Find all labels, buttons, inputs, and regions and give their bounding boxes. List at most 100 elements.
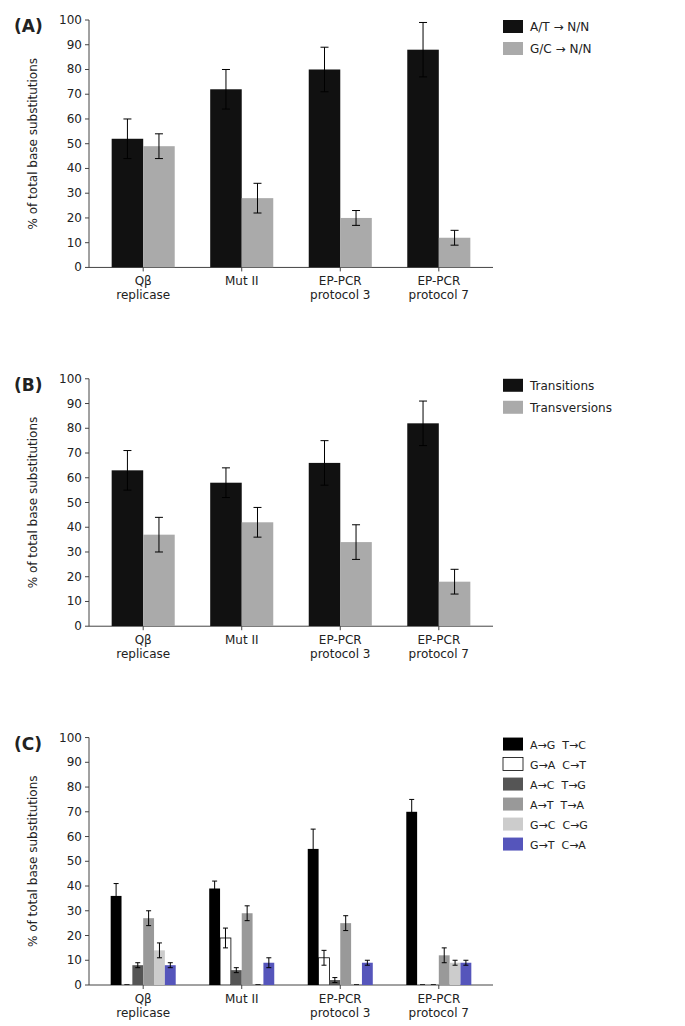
error-stem — [236, 968, 237, 973]
error-bar — [157, 943, 162, 958]
x-tick-label: EP-PCRprotocol 3 — [310, 633, 370, 661]
y-tick-label: 60 — [67, 112, 82, 126]
error-stem — [455, 960, 456, 965]
bar — [308, 849, 319, 985]
error-stem — [170, 963, 171, 968]
error-cap — [266, 957, 271, 958]
error-cap — [463, 965, 468, 966]
error-cap — [332, 982, 337, 983]
error-cap — [453, 960, 458, 961]
error-bar — [234, 968, 239, 973]
error-cap — [332, 977, 337, 978]
error-bar — [332, 978, 337, 983]
x-tick-label-line: protocol 3 — [310, 288, 370, 302]
error-bar — [322, 950, 327, 965]
y-tick — [85, 960, 89, 961]
error-bar — [343, 916, 348, 931]
error-cap — [365, 960, 370, 961]
y-axis-label: % of total base substitutions — [26, 417, 40, 589]
x-tick — [438, 626, 439, 630]
legend-swatch — [503, 20, 523, 33]
y-tick-label: 80 — [67, 62, 82, 76]
y-tick-label: 0 — [74, 260, 82, 274]
error-bar — [365, 960, 370, 965]
legend-label: Transversions — [529, 401, 612, 415]
y-tick — [85, 527, 89, 528]
error-stem — [247, 906, 248, 921]
error-bar — [463, 960, 468, 965]
error-cap — [168, 967, 173, 968]
legend-label: G→T C→A — [530, 839, 586, 852]
error-cap — [431, 985, 436, 986]
y-tick-label: 50 — [67, 496, 82, 510]
error-stem — [324, 47, 325, 92]
legend-label: A/T → N/N — [530, 20, 589, 34]
error-cap — [409, 824, 414, 825]
y-tick — [85, 143, 89, 144]
error-stem — [356, 211, 357, 226]
error-bar — [146, 911, 151, 926]
y-tick — [85, 811, 89, 812]
y-tick — [85, 861, 89, 862]
x-tick-label: Mut II — [225, 992, 259, 1006]
bar — [428, 985, 439, 986]
legend-swatch — [503, 838, 523, 851]
error-cap — [321, 485, 329, 486]
legend: TransitionsTransversions — [503, 379, 612, 415]
y-tick — [85, 118, 89, 119]
error-stem — [423, 401, 424, 446]
y-tick — [85, 910, 89, 911]
y-tick — [85, 886, 89, 887]
error-cap — [352, 210, 360, 211]
error-cap — [135, 967, 140, 968]
error-bar — [451, 569, 459, 594]
error-cap — [157, 957, 162, 958]
y-tick-label: 80 — [67, 780, 82, 794]
error-cap — [365, 965, 370, 966]
error-cap — [222, 109, 230, 110]
error-stem — [324, 441, 325, 486]
bar — [460, 963, 471, 985]
panel: 0102030405060708090100% of total base su… — [14, 372, 612, 661]
y-tick — [85, 44, 89, 45]
bar — [143, 146, 175, 267]
error-stem — [454, 569, 455, 594]
y-tick — [85, 69, 89, 70]
y-axis — [89, 379, 90, 626]
y-tick — [85, 242, 89, 243]
y-tick-label: 10 — [67, 594, 82, 608]
error-cap — [321, 47, 329, 48]
x-tick-label: Qβreplicase — [116, 633, 170, 661]
x-tick — [340, 626, 341, 630]
error-cap — [222, 497, 230, 498]
x-tick-label-line: Mut II — [225, 274, 259, 288]
legend-label: G→C C→G — [530, 819, 588, 832]
error-stem — [225, 928, 226, 948]
bar — [407, 50, 439, 268]
error-cap — [321, 440, 329, 441]
error-bar — [135, 963, 140, 968]
legend-label: A→T T→A — [530, 799, 584, 812]
error-cap — [343, 930, 348, 931]
y-tick-label: 100 — [59, 13, 82, 27]
panel-label: (B) — [14, 375, 43, 395]
error-cap — [255, 985, 260, 986]
x-tick-label-line: EP-PCR — [319, 274, 362, 288]
error-stem — [313, 829, 314, 869]
error-bar — [155, 517, 163, 552]
error-bar — [123, 119, 131, 159]
error-bar — [420, 985, 425, 986]
bar — [209, 889, 220, 986]
y-tick-label: 30 — [67, 186, 82, 200]
error-cap — [431, 985, 436, 986]
x-tick-label-line: EP-PCR — [417, 633, 460, 647]
x-tick — [438, 985, 439, 989]
error-cap — [223, 928, 228, 929]
y-tick — [85, 576, 89, 577]
error-cap — [212, 881, 217, 882]
error-cap — [419, 401, 427, 402]
x-tick — [143, 985, 144, 989]
error-bar — [311, 829, 316, 869]
y-tick-label: 0 — [74, 619, 82, 633]
y-tick — [85, 502, 89, 503]
